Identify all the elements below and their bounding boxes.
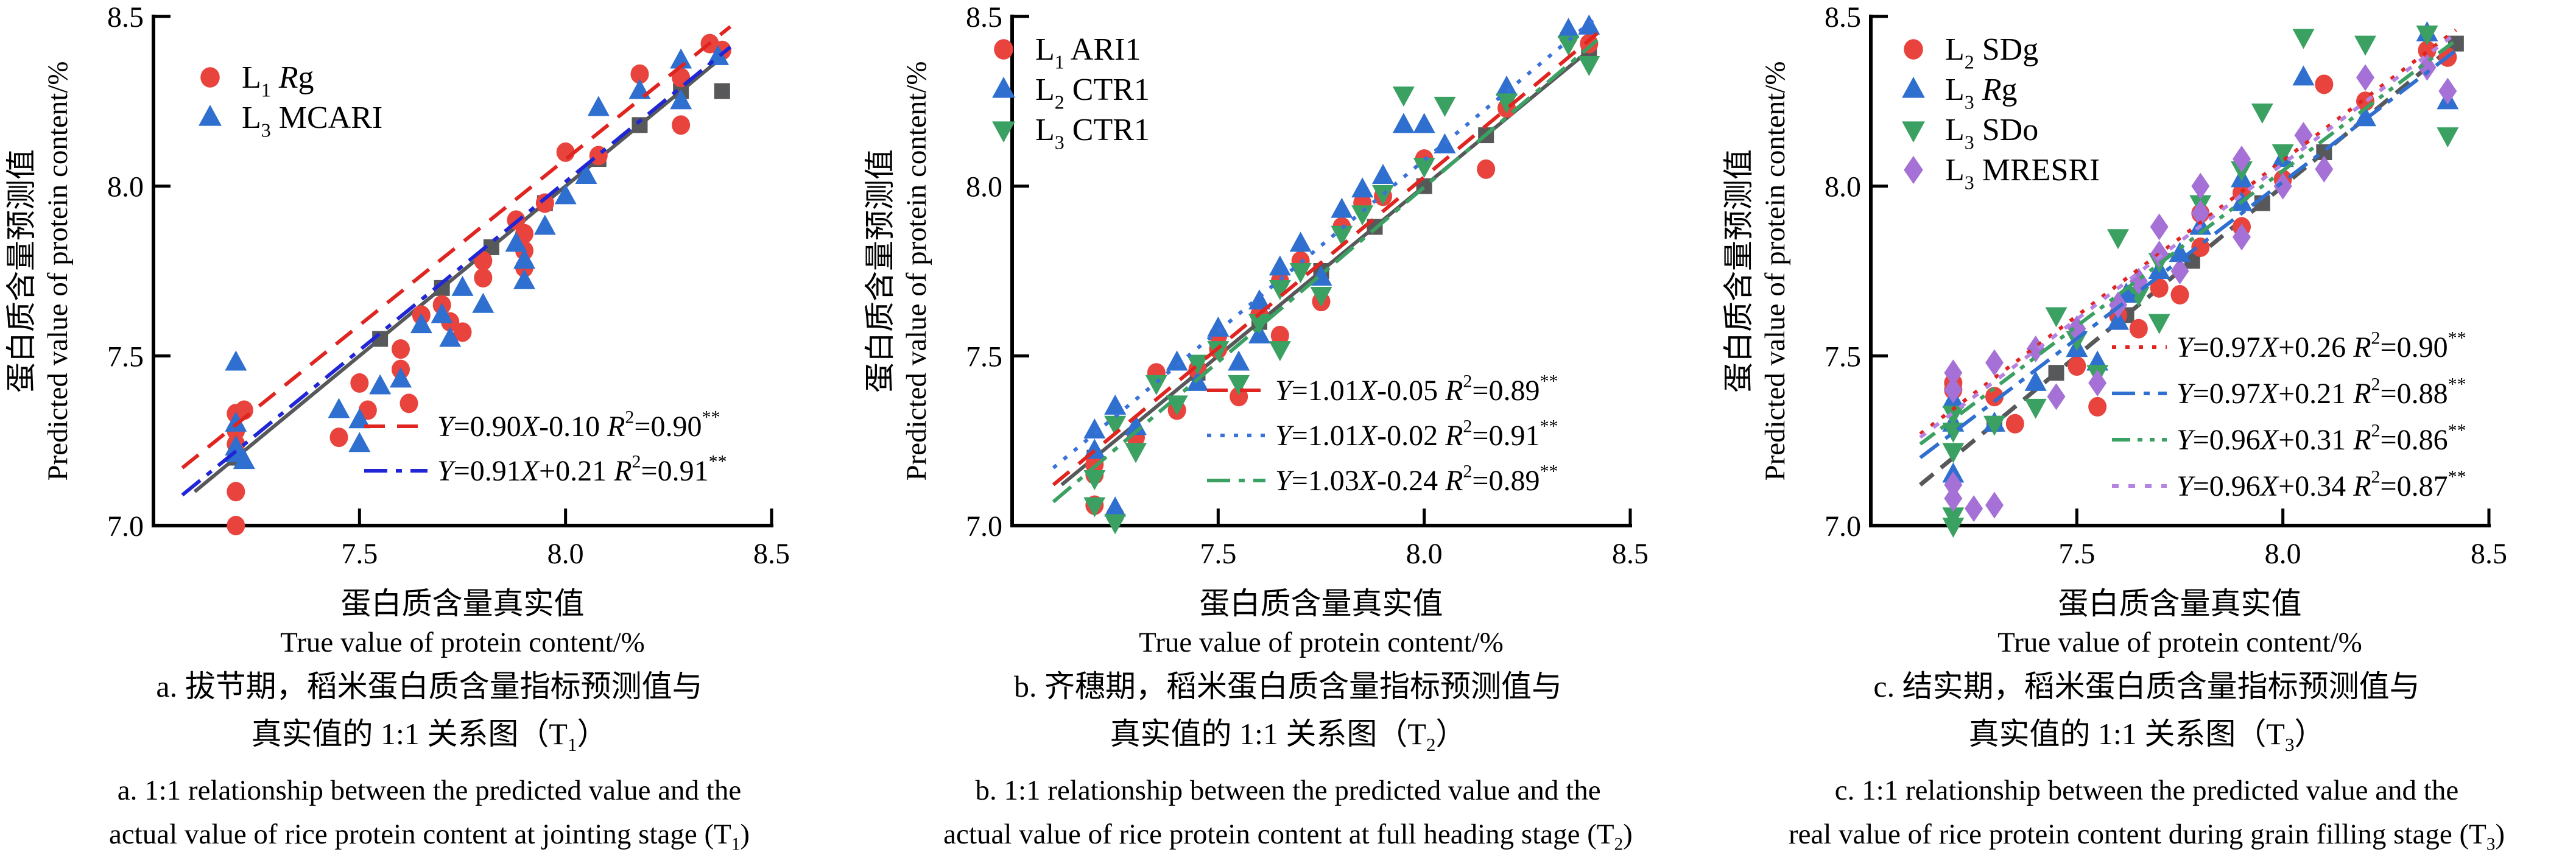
caption-zh-line2: 真实值的 1:1 关系图（T3） — [1968, 717, 2325, 755]
scatter-chart-full-heading-stage: 7.5 8.0 8.5 8.5 8.0 7.5 7.0 蛋白质含量真实值 True value … — [863, 1, 1649, 658]
x-tick-label: 8.0 — [547, 538, 584, 570]
caption-zh-line1: b. 齐穗期，稻米蛋白质含量指标预测值与 — [1014, 669, 1562, 703]
fit-equation: Y=0.96X+0.34 R2=0.87** — [2177, 466, 2466, 502]
y-axis-label-en: Predicted value of protein content/% — [42, 61, 74, 481]
y-axis-label-en: Predicted value of protein content/% — [901, 61, 932, 481]
caption-en-line2: real value of rice protein content durin… — [1788, 818, 2505, 854]
legend-label: L2 SDg — [1945, 32, 2038, 73]
x-axis-label-en: True value of protein content/% — [1997, 627, 2362, 658]
y-tick-label: 7.0 — [107, 510, 144, 543]
legend-label: L3 MCARI — [242, 100, 382, 141]
series-l3-ctr1 — [1083, 35, 1600, 535]
y-tick-label: 8.0 — [966, 171, 1002, 203]
fit-equation: Y=1.03X-0.24 R2=0.89** — [1275, 461, 1558, 497]
scatter-chart-jointing-stage: 7.5 8.0 8.5 8.5 8.0 7.5 7.0 蛋白质含量真实值 True value … — [4, 1, 790, 658]
series-l3-mresri — [1944, 54, 2457, 523]
y-axis-label-cn: 蛋白质含量预测值 — [4, 149, 38, 393]
y-axis-label-cn: 蛋白质含量预测值 — [863, 149, 897, 393]
y-axis-label-cn: 蛋白质含量预测值 — [1722, 149, 1756, 393]
y-tick-label: 7.5 — [966, 340, 1002, 373]
x-tick-label: 8.0 — [1406, 538, 1443, 570]
axes: 7.5 8.0 8.5 8.5 8.0 7.5 7.0 蛋白质含量真实值 True value … — [1722, 1, 2507, 658]
x-tick-label: 8.5 — [753, 538, 790, 570]
caption-en-line1: a. 1:1 relationship between the predicte… — [117, 775, 742, 806]
caption-zh-line2: 真实值的 1:1 关系图（T1） — [251, 717, 608, 755]
fit-equation: Y=1.01X-0.02 R2=0.91** — [1275, 416, 1558, 452]
series-l2-ctr1 — [1083, 14, 1600, 517]
fit-equation: Y=0.96X+0.31 R2=0.86** — [2177, 420, 2466, 456]
fit-equation: Y=0.91X+0.21 R2=0.91** — [437, 451, 727, 487]
y-tick-label: 8.0 — [107, 171, 144, 203]
x-axis-label-cn: 蛋白质含量真实值 — [2058, 586, 2302, 621]
legend-label: L1 Rg — [242, 60, 314, 101]
x-tick-label: 7.5 — [341, 538, 378, 570]
axes: 7.5 8.0 8.5 8.5 8.0 7.5 7.0 蛋白质含量真实值 True value … — [4, 1, 790, 658]
equations: Y=0.90X-0.10 R2=0.90** Y=0.91X+0.21 R2=0.… — [364, 407, 727, 487]
panel-c-grain-filling-stage: 7.5 8.0 8.5 8.5 8.0 7.5 7.0 蛋白质含量真实值 True value … — [1717, 0, 2576, 854]
legend-label: L3 SDo — [1945, 113, 2038, 153]
x-tick-label: 8.5 — [1612, 538, 1649, 570]
legend-label: L2 CTR1 — [1035, 72, 1150, 113]
y-tick-label: 7.5 — [107, 340, 144, 373]
fit-lines — [1052, 15, 1599, 504]
y-tick-label: 8.0 — [1825, 171, 1861, 203]
series-l3-sdo — [1942, 25, 2459, 538]
fit-lines — [181, 25, 732, 497]
panel-a-jointing-stage: 7.5 8.0 8.5 8.5 8.0 7.5 7.0 蛋白质含量真实值 True value … — [0, 0, 859, 854]
x-tick-label: 7.5 — [2058, 538, 2095, 570]
x-axis-label-cn: 蛋白质含量真实值 — [341, 586, 585, 621]
x-axis-label-en: True value of protein content/% — [1139, 627, 1504, 658]
caption-block-c: c. 结实期，稻米蛋白质含量指标预测值与 真实值的 1:1 关系图（T3） c.… — [1717, 658, 2576, 854]
caption-en-line2: actual value of rice protein content at … — [108, 818, 750, 854]
caption-zh-line1: c. 结实期，稻米蛋白质含量指标预测值与 — [1873, 669, 2420, 703]
y-axis-label-en: Predicted value of protein content/% — [1759, 61, 1791, 481]
fit-equation: Y=0.90X-0.10 R2=0.90** — [437, 407, 720, 443]
y-tick-label: 8.5 — [107, 1, 144, 33]
y-tick-label: 7.5 — [1825, 340, 1861, 373]
caption-en-line2: actual value of rice protein content at … — [943, 818, 1633, 854]
fit-lines — [1919, 28, 2457, 459]
caption-zh-line1: a. 拔节期，稻米蛋白质含量指标预测值与 — [156, 669, 703, 703]
caption-block-a: a. 拔节期，稻米蛋白质含量指标预测值与 真实值的 1:1 关系图（T1） a.… — [0, 658, 859, 854]
fit-equation: Y=1.01X-0.05 R2=0.89** — [1275, 371, 1558, 407]
y-tick-label: 7.0 — [1825, 510, 1861, 543]
equations: Y=1.01X-0.05 R2=0.89** Y=1.01X-0.02 R2=0.… — [1207, 371, 1558, 497]
x-tick-label: 8.0 — [2265, 538, 2301, 570]
series-l3-mcari — [225, 44, 730, 470]
caption-block-b: b. 齐穗期，稻米蛋白质含量指标预测值与 真实值的 1:1 关系图（T2） b.… — [859, 658, 1717, 854]
x-tick-label: 8.5 — [2471, 538, 2507, 570]
caption-zh-line2: 真实值的 1:1 关系图（T2） — [1110, 717, 1466, 755]
caption-en-line1: c. 1:1 relationship between the predicte… — [1834, 775, 2459, 806]
legend-label: L3 MRESRI — [1945, 153, 2100, 194]
x-axis-label-en: True value of protein content/% — [280, 627, 645, 658]
series-l2-sdg — [1944, 40, 2457, 434]
y-tick-label: 7.0 — [966, 510, 1002, 543]
y-tick-label: 8.5 — [1825, 1, 1861, 33]
fit-equation: Y=0.97X+0.26 R2=0.90** — [2177, 328, 2466, 364]
panel-b-full-heading-stage: 7.5 8.0 8.5 8.5 8.0 7.5 7.0 蛋白质含量真实值 True value … — [859, 0, 1717, 854]
x-tick-label: 7.5 — [1200, 538, 1236, 570]
equations: Y=0.97X+0.26 R2=0.90** Y=0.97X+0.21 R2=0.… — [2112, 328, 2466, 502]
legend-label: L3 CTR1 — [1035, 113, 1150, 153]
fit-equation: Y=0.97X+0.21 R2=0.88** — [2177, 374, 2466, 410]
legend-label: L3 Rg — [1945, 72, 2018, 113]
x-axis-label-cn: 蛋白质含量真实值 — [1200, 586, 1443, 621]
legend-label: L1 ARI1 — [1035, 32, 1141, 73]
caption-en-line1: b. 1:1 relationship between the predicte… — [975, 775, 1601, 806]
scatter-chart-grain-filling-stage: 7.5 8.0 8.5 8.5 8.0 7.5 7.0 蛋白质含量真实值 True value … — [1722, 1, 2507, 658]
y-tick-label: 8.5 — [966, 1, 1002, 33]
